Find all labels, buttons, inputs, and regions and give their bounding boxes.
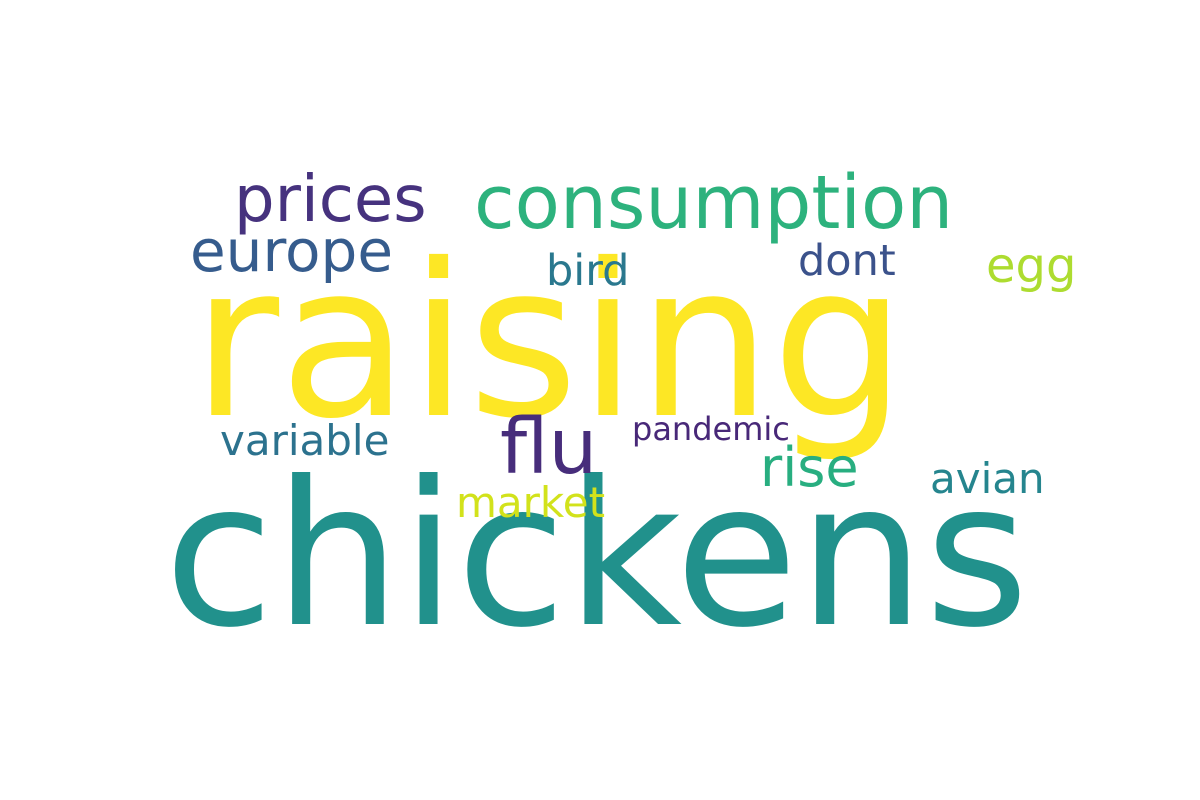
word-rise: rise <box>760 436 859 499</box>
word-variable: variable <box>220 416 390 465</box>
word-dont: dont <box>798 236 896 286</box>
word-pandemic: pandemic <box>632 410 790 448</box>
word-prices: prices <box>234 163 427 237</box>
word-raising: raising <box>192 218 907 465</box>
word-avian: avian <box>930 454 1045 503</box>
word-market: market <box>456 478 606 527</box>
word-consumption: consumption <box>474 160 954 246</box>
word-europe: europe <box>190 217 393 285</box>
word-egg: egg <box>986 238 1077 294</box>
word-chickens: chickens <box>164 439 1029 672</box>
word-flu: flu <box>500 403 598 492</box>
word-bird: bird <box>546 246 630 296</box>
